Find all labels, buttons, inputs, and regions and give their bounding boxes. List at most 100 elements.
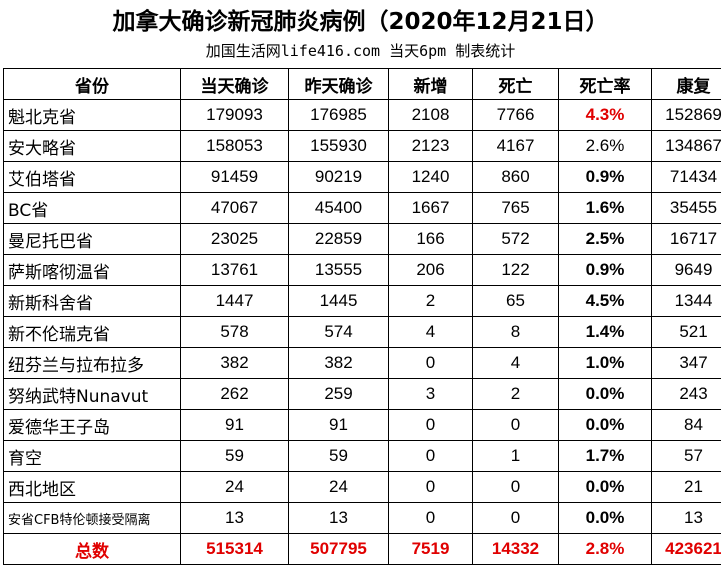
table-row: 西北地区 24 24 0 0 0.0% 21 [3, 471, 721, 503]
cell: 47067 [180, 192, 289, 224]
table-row: 安省CFB特伦顿接受隔离 13 13 0 0 0.0% 13 [3, 502, 721, 534]
cell: 521 [651, 316, 721, 348]
cell: 2108 [388, 99, 473, 131]
cell: 新增 [388, 68, 473, 100]
cell: 134867 [651, 130, 721, 162]
case-table: 省份 当天确诊 昨天确诊 新增 死亡 死亡率 康复 魁北克省 179093 176985 2108 7… [3, 68, 721, 565]
cell: 1 [472, 440, 559, 472]
cell: 2 [388, 285, 473, 317]
cell: 1344 [651, 285, 721, 317]
cell: 206 [388, 254, 473, 286]
cell: 23025 [180, 223, 289, 255]
cell: 16717 [651, 223, 721, 255]
table-row: BC省 47067 45400 1667 765 1.6% 35455 [3, 192, 721, 224]
cell: 4167 [472, 130, 559, 162]
row-label: 西北地区 [3, 471, 181, 503]
cell: 22859 [288, 223, 389, 255]
cell: 0 [388, 440, 473, 472]
cell: 3 [388, 378, 473, 410]
cell: 57 [651, 440, 721, 472]
subtitle: 加国生活网life416.com 当天6pm 制表统计 [205, 42, 516, 60]
cell: 572 [472, 223, 559, 255]
cell: 179093 [180, 99, 289, 131]
cell: 45400 [288, 192, 389, 224]
cell: 382 [288, 347, 389, 379]
row-label: 爱德华王子岛 [3, 409, 181, 441]
table-row: 育空 59 59 0 1 1.7% 57 [3, 440, 721, 472]
cell: 7519 [388, 533, 473, 565]
table-row: 萨斯喀彻温省 13761 13555 206 122 0.9% 9649 [3, 254, 721, 286]
cell: 0.0% [558, 378, 652, 410]
cell: 59 [288, 440, 389, 472]
cell: 8 [472, 316, 559, 348]
cell: 2.8% [558, 533, 652, 565]
row-label: 萨斯喀彻温省 [3, 254, 181, 286]
cell: 0.0% [558, 502, 652, 534]
cell: 84 [651, 409, 721, 441]
cell: 4.3% [558, 99, 652, 131]
cell: 155930 [288, 130, 389, 162]
cell: 当天确诊 [180, 68, 289, 100]
cell: 1447 [180, 285, 289, 317]
cell: 24 [180, 471, 289, 503]
cell: 382 [180, 347, 289, 379]
cell: 423621 [651, 533, 721, 565]
table-row: 魁北克省 179093 176985 2108 7766 4.3% 152869 [3, 99, 721, 131]
table-row: 总数 515314 507795 7519 14332 2.8% 423621 [3, 533, 721, 565]
cell: 13 [651, 502, 721, 534]
row-label: 艾伯塔省 [3, 161, 181, 193]
row-label: 总数 [3, 533, 181, 565]
row-label: 魁北克省 [3, 99, 181, 131]
cell: 176985 [288, 99, 389, 131]
row-label: 新不伦瑞克省 [3, 316, 181, 348]
cell: 4.5% [558, 285, 652, 317]
cell: 0.0% [558, 471, 652, 503]
cell: 0 [388, 347, 473, 379]
cell: 24 [288, 471, 389, 503]
cell: 71434 [651, 161, 721, 193]
cell: 死亡率 [558, 68, 652, 100]
cell: 1445 [288, 285, 389, 317]
cell: 2123 [388, 130, 473, 162]
table-row: 努纳武特Nunavut 262 259 3 2 0.0% 243 [3, 378, 721, 410]
cell: 2.6% [558, 130, 652, 162]
cell: 122 [472, 254, 559, 286]
table-row: 省份 当天确诊 昨天确诊 新增 死亡 死亡率 康复 [3, 68, 721, 100]
cell: 574 [288, 316, 389, 348]
row-label: 纽芬兰与拉布拉多 [3, 347, 181, 379]
cell: 158053 [180, 130, 289, 162]
cell: 90219 [288, 161, 389, 193]
cell: 4 [472, 347, 559, 379]
cell: 515314 [180, 533, 289, 565]
cell: 死亡 [472, 68, 559, 100]
row-label: 新斯科舍省 [3, 285, 181, 317]
cell: 262 [180, 378, 289, 410]
title: 加拿大确诊新冠肺炎病例（2020年12月21日） [112, 9, 609, 35]
row-label: 安省CFB特伦顿接受隔离 [3, 502, 181, 534]
cell: 0 [472, 471, 559, 503]
table-row: 艾伯塔省 91459 90219 1240 860 0.9% 71434 [3, 161, 721, 193]
cell: 0.9% [558, 161, 652, 193]
table-row: 纽芬兰与拉布拉多 382 382 0 4 1.0% 347 [3, 347, 721, 379]
cell: 4 [388, 316, 473, 348]
cell: 347 [651, 347, 721, 379]
cell: 91459 [180, 161, 289, 193]
cell: 1.0% [558, 347, 652, 379]
cell: 7766 [472, 99, 559, 131]
cell: 1.4% [558, 316, 652, 348]
cell: 35455 [651, 192, 721, 224]
cell: 59 [180, 440, 289, 472]
cell: 2 [472, 378, 559, 410]
cell: 13 [288, 502, 389, 534]
cell: 21 [651, 471, 721, 503]
cell: 65 [472, 285, 559, 317]
cell: 91 [288, 409, 389, 441]
cell: 13555 [288, 254, 389, 286]
cell: 0.9% [558, 254, 652, 286]
cell: 1.6% [558, 192, 652, 224]
table-row: 曼尼托巴省 23025 22859 166 572 2.5% 16717 [3, 223, 721, 255]
cell: 152869 [651, 99, 721, 131]
row-label: 努纳武特Nunavut [3, 378, 181, 410]
row-label: 育空 [3, 440, 181, 472]
cell: 2.5% [558, 223, 652, 255]
